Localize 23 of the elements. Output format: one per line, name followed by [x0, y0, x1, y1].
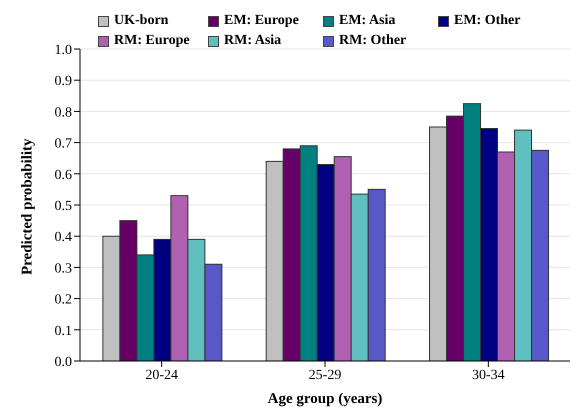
y-tick-label: 0.4 [54, 230, 72, 246]
y-tick-label: 0.6 [54, 168, 72, 183]
legend-label: EM: Europe [224, 13, 299, 29]
y-tick-label: 0.8 [54, 105, 72, 120]
x-tick-label: 20-24 [145, 368, 178, 383]
y-tick-label: 0.7 [54, 136, 72, 152]
y-tick-label: 0.0 [54, 354, 72, 370]
legend-label: EM: Asia [339, 13, 396, 29]
x-axis-title: Age group (years) [268, 391, 382, 407]
legend-label: RM: Asia [224, 33, 282, 49]
y-tick-label: 0.9 [54, 74, 72, 90]
legend-label: RM: Europe [114, 33, 190, 49]
y-tick-label: 0.3 [54, 261, 72, 276]
y-axis-title: Predicted probability [19, 138, 36, 275]
y-tick-label: 0.5 [54, 198, 72, 214]
y-tick-label: 1.0 [54, 42, 72, 58]
legend-label: RM: Other [339, 33, 406, 49]
y-tick-label: 0.2 [54, 292, 72, 308]
legend-label: EM: Other [454, 13, 520, 29]
x-tick-label: 25-29 [308, 368, 342, 383]
legend-label: UK-born [114, 13, 168, 29]
y-tick-label: 0.1 [54, 324, 72, 339]
x-tick-label: 30-34 [472, 368, 505, 383]
